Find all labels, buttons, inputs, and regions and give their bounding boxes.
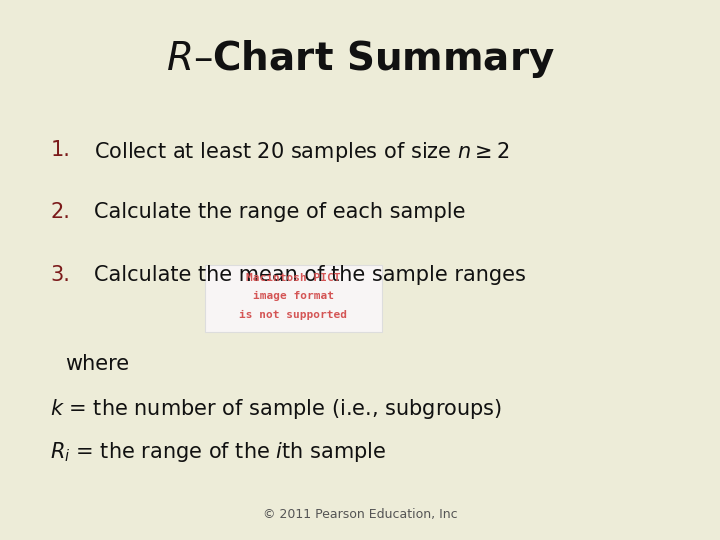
- Text: is not supported: is not supported: [239, 309, 347, 320]
- Text: Macintosh PICT: Macintosh PICT: [246, 273, 341, 283]
- Text: 3.: 3.: [50, 265, 71, 285]
- Text: where: where: [65, 354, 129, 374]
- Text: $R_i$ = the range of the $\mathit{i}$th sample: $R_i$ = the range of the $\mathit{i}$th …: [50, 440, 387, 464]
- Text: $\mathit{R}$–Chart Summary: $\mathit{R}$–Chart Summary: [166, 38, 554, 80]
- Text: Collect at least 20 samples of size $n \geq 2$: Collect at least 20 samples of size $n \…: [94, 140, 509, 164]
- Text: $k$ = the number of sample (i.e., subgroups): $k$ = the number of sample (i.e., subgro…: [50, 397, 503, 421]
- Text: 2.: 2.: [50, 202, 71, 222]
- FancyBboxPatch shape: [205, 265, 382, 332]
- Text: © 2011 Pearson Education, Inc: © 2011 Pearson Education, Inc: [263, 508, 457, 521]
- Text: Calculate the mean of the sample ranges: Calculate the mean of the sample ranges: [94, 265, 526, 285]
- Text: 1.: 1.: [50, 140, 71, 160]
- Text: image format: image format: [253, 291, 334, 301]
- Text: Calculate the range of each sample: Calculate the range of each sample: [94, 202, 465, 222]
